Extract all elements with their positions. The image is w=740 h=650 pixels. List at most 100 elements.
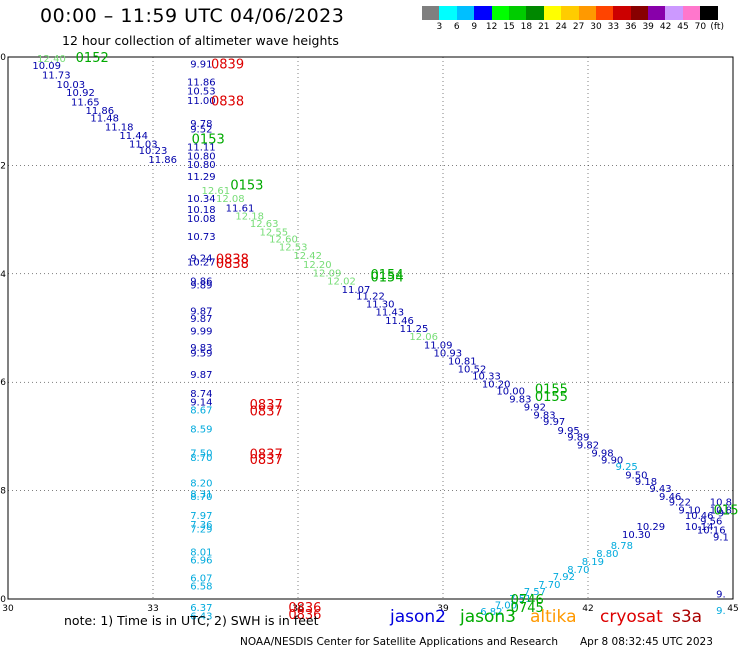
wave-height-label: 12.55 [260, 228, 289, 239]
lon-tick-label: 42 [582, 604, 593, 614]
wave-height-label: 11.73 [42, 70, 71, 81]
pass-time-label: 0836 [288, 608, 321, 623]
footer-timestamp: Apr 8 08:32:45 UTC 2023 [580, 636, 713, 648]
wave-height-label: 9.56 [700, 516, 722, 527]
wave-height-label: 12.20 [303, 260, 332, 271]
legend-item-s3a: s3a [672, 607, 703, 627]
page-title: 00:00 – 11:59 UTC 04/06/2023 [40, 5, 345, 27]
colorbar-unit: (ft) [710, 22, 724, 32]
wave-height-label: 10.73 [187, 232, 216, 243]
wave-height-label: 9.24 [190, 254, 212, 265]
wave-height-label: 10.52 [458, 365, 487, 376]
colorbar-labels: (ft) 3 6 9 12 15 18 21 24 27 30 33 36 39 42 45 70 [422, 22, 740, 34]
legend-item-altika: altika [530, 607, 577, 627]
lon-tick-label: 30 [2, 604, 14, 614]
pass-time-label: 0837 [250, 453, 283, 468]
lon-tick-label: 36 [292, 604, 304, 614]
lon-tick-label: 33 [147, 604, 158, 614]
wave-height-label: 9.22 [669, 497, 691, 508]
wave-height-label: 11.18 [105, 122, 134, 133]
wave-height-label: 12.61 [202, 186, 231, 197]
colorbar-tick-label: 24 [555, 22, 567, 32]
wave-height-label: 7.70 [538, 580, 560, 591]
wave-height-label: 11.11 [187, 142, 216, 153]
wave-height-label: 7.92 [553, 572, 575, 583]
wave-height-label: 8.80 [596, 549, 618, 560]
wave-height-label: 10.20 [482, 379, 511, 390]
wave-height-label: 10.33 [472, 372, 501, 383]
pass-time-label: 0838 [216, 257, 249, 272]
colorbar-tick-label: 33 [607, 22, 620, 32]
wave-height-label: 8.20 [190, 478, 212, 489]
wave-height-label: 10.30 [622, 530, 651, 541]
wave-height-label: 9.25 [616, 462, 638, 473]
wave-height-label: 9.10 [678, 506, 700, 517]
pass-time-label: 0155 [535, 390, 568, 405]
wave-height-label: 10.08 [187, 214, 216, 225]
pass-time-label: 0836 [288, 601, 321, 616]
wave-height-label: 11.22 [356, 291, 385, 302]
colorbar-tick-label: 39 [642, 22, 654, 32]
lat-tick-label: -50 [0, 53, 6, 63]
lat-tick-label: -56 [0, 378, 6, 388]
wave-height-label: 9.83 [190, 343, 212, 354]
footer-note: note: 1) Time is in UTC; 2) SWH is in fe… [64, 613, 319, 628]
wave-height-label: 11.09 [424, 340, 453, 351]
wave-height-label: 9.43 [649, 484, 671, 495]
pass-time-label: 0838 [216, 253, 249, 268]
lat-tick-label: -52 [0, 161, 6, 171]
wave-height-label: 11.48 [90, 114, 119, 125]
colorbar-swatch [561, 6, 579, 20]
wave-height-label: 9.1 [713, 533, 729, 544]
wave-height-label: 6.43 [190, 611, 212, 622]
wave-height-label: 8.59 [190, 424, 212, 435]
wave-height-label: 7.00 [495, 600, 517, 611]
wave-height-label: 8.78 [611, 541, 633, 552]
wave-height-label: 12.60 [269, 235, 298, 246]
wave-height-label: 10.18 [187, 205, 216, 216]
wave-height-label: 9.98 [591, 449, 613, 460]
colorbar-tick-label: 6 [453, 22, 460, 32]
legend-item-cryosat: cryosat [600, 607, 663, 627]
wave-height-label: 9.52 [190, 125, 212, 136]
wave-height-label: 7.29 [190, 525, 212, 536]
wave-height-label: 11.03 [129, 140, 158, 151]
colorbar-swatch [613, 6, 631, 20]
colorbar-tick-label: 27 [572, 22, 585, 32]
wave-height-label: 7.36 [190, 520, 212, 531]
wave-height-label: 7.97 [190, 511, 212, 522]
lon-tick-label: 45 [727, 604, 738, 614]
wave-height-label: 12.02 [327, 276, 356, 287]
wave-height-label: 9.46 [659, 492, 681, 503]
wave-height-label: 10.80 [187, 152, 216, 163]
pass-time-label: 015 [714, 504, 739, 519]
colorbar-tick-label: 21 [538, 22, 550, 32]
wave-height-label: 11.46 [385, 316, 414, 327]
wave-height-label: 10.8 [710, 506, 732, 517]
colorbar-swatch [422, 6, 440, 20]
wave-height-label: 9.50 [625, 470, 647, 481]
wave-height-label: 8.70 [190, 453, 212, 464]
map-frame [7, 56, 734, 600]
wave-height-label: 8.31 [190, 489, 212, 500]
colorbar-swatch [491, 6, 509, 20]
wave-height-label: 10.34 [187, 194, 216, 205]
lat-tick-label: -60 [0, 595, 6, 605]
lon-tick-label: 39 [437, 604, 449, 614]
colorbar-swatch [682, 6, 701, 20]
wave-height-label: 10.53 [187, 87, 216, 98]
wave-height-label: 11.65 [71, 97, 100, 108]
wave-height-label: 11.30 [366, 300, 395, 311]
colorbar-tick-label: 15 [503, 22, 515, 32]
colorbar-swatch [474, 6, 492, 20]
wave-height-label: 6.37 [190, 603, 212, 614]
colorbar-tick-label: 18 [520, 22, 533, 32]
wave-height-label: 9.90 [601, 456, 623, 467]
wave-height-label: 10.80 [187, 160, 216, 171]
wave-height-label: 9.14 [190, 398, 212, 409]
colorbar-swatch [630, 6, 649, 20]
colorbar-tick-label: 70 [694, 22, 707, 32]
wave-height-label: 9.91 [190, 60, 212, 71]
wave-height-label: 7.51 [509, 594, 531, 605]
